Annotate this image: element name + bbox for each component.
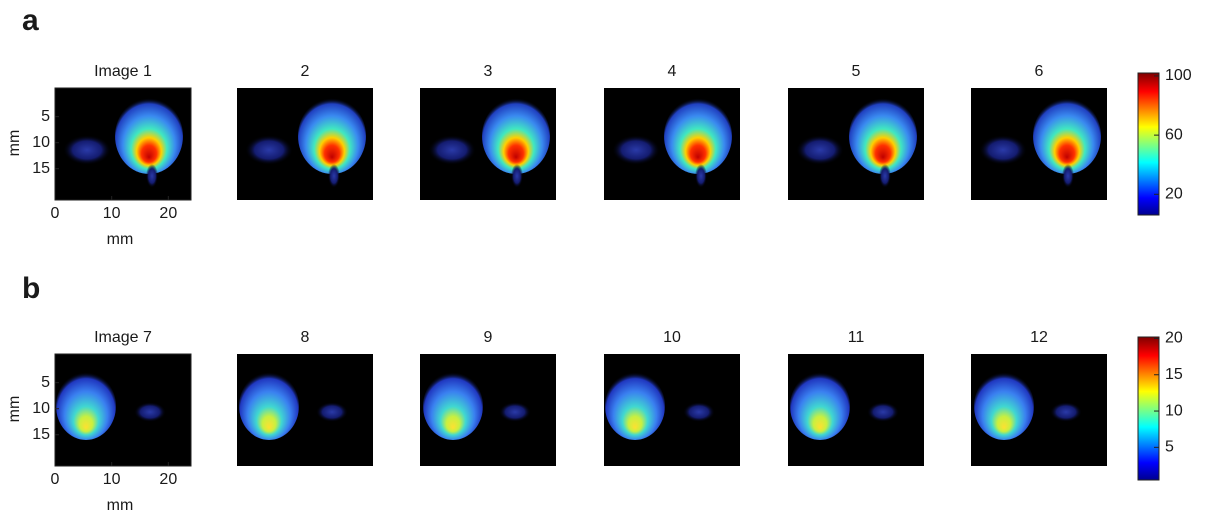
signal-blob — [612, 135, 660, 165]
signal-blob — [115, 98, 183, 174]
image-title: 10 — [663, 329, 681, 346]
colorbar — [1138, 337, 1159, 480]
y-tick-label: 15 — [32, 160, 50, 177]
signal-blob — [1050, 402, 1082, 422]
colorbar-tick-label: 15 — [1165, 366, 1183, 383]
panel-label: a — [22, 4, 39, 37]
image-title: 11 — [848, 329, 865, 346]
signal-blob — [134, 402, 166, 422]
image-title: Image 1 — [94, 63, 152, 80]
colorbar — [1138, 73, 1159, 215]
signal-blob — [790, 372, 850, 440]
signal-blob — [245, 135, 293, 165]
signal-blob — [423, 372, 483, 440]
y-tick-label: 5 — [41, 374, 50, 391]
colorbar-tick-label: 10 — [1165, 402, 1183, 419]
colorbar-tick-label: 20 — [1165, 330, 1183, 347]
image-title: 6 — [1035, 63, 1044, 80]
signal-blob — [511, 164, 523, 188]
image-title: 5 — [852, 63, 861, 80]
y-axis-label: mm — [6, 396, 23, 423]
x-tick-label: 0 — [51, 205, 60, 222]
panel-label: b — [22, 272, 40, 305]
image-title: 3 — [484, 63, 493, 80]
x-tick-label: 20 — [159, 471, 177, 488]
y-tick-label: 10 — [32, 134, 50, 151]
signal-blob — [1062, 164, 1074, 188]
figure: aImage 1234560102051015mmmm2060100bImage… — [0, 0, 1210, 512]
signal-blob — [867, 402, 899, 422]
signal-blob — [879, 164, 891, 188]
image-title: 12 — [1030, 329, 1048, 346]
x-tick-label: 0 — [51, 471, 60, 488]
signal-blob — [499, 402, 531, 422]
image-title: Image 7 — [94, 329, 152, 346]
signal-blob — [1033, 98, 1101, 174]
colorbar-tick-label: 100 — [1165, 67, 1192, 84]
signal-blob — [428, 135, 476, 165]
y-tick-label: 5 — [41, 108, 50, 125]
x-tick-label: 10 — [103, 205, 121, 222]
y-axis-label: mm — [6, 130, 23, 157]
colorbar-tick-label: 5 — [1165, 439, 1174, 456]
x-axis-label: mm — [107, 231, 134, 248]
colorbar-tick-label: 60 — [1165, 126, 1183, 143]
signal-blob — [328, 164, 340, 188]
signal-blob — [316, 402, 348, 422]
signal-blob — [979, 135, 1027, 165]
signal-blob — [482, 98, 550, 174]
y-tick-label: 15 — [32, 426, 50, 443]
x-axis-label: mm — [107, 497, 134, 512]
x-tick-label: 20 — [159, 205, 177, 222]
signal-blob — [664, 98, 732, 174]
signal-blob — [605, 372, 665, 440]
signal-blob — [239, 372, 299, 440]
image-title: 2 — [301, 63, 310, 80]
signal-blob — [796, 135, 844, 165]
signal-blob — [63, 135, 111, 165]
image-title: 9 — [484, 329, 493, 346]
image-title: 8 — [301, 329, 310, 346]
signal-blob — [695, 164, 707, 188]
image-title: 4 — [668, 63, 677, 80]
signal-blob — [849, 98, 917, 174]
signal-blob — [298, 98, 366, 174]
x-tick-label: 10 — [103, 471, 121, 488]
signal-blob — [974, 372, 1034, 440]
signal-blob — [683, 402, 715, 422]
colorbar-tick-label: 20 — [1165, 186, 1183, 203]
signal-blob — [56, 372, 116, 440]
y-tick-label: 10 — [32, 400, 50, 417]
signal-blob — [146, 164, 158, 188]
